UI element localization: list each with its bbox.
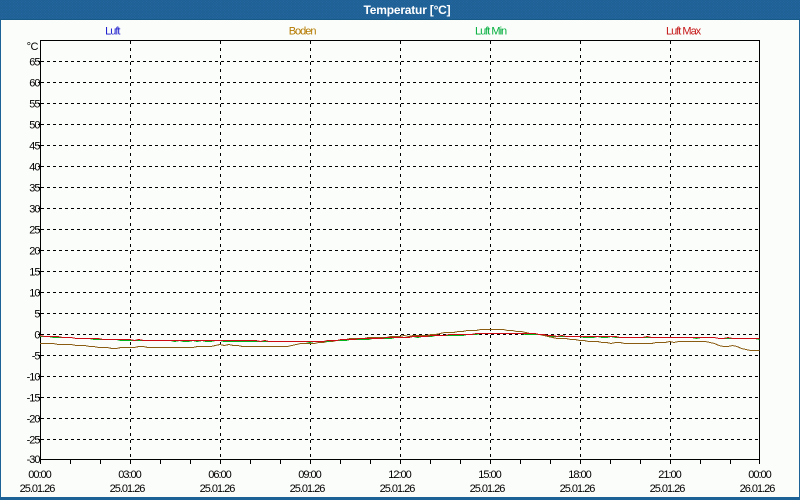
svg-text:65: 65	[29, 57, 40, 69]
svg-text:25.01.26: 25.01.26	[200, 483, 236, 495]
svg-text:°C: °C	[27, 41, 39, 53]
svg-text:25.01.26: 25.01.26	[20, 483, 56, 495]
svg-text:35: 35	[29, 183, 40, 195]
svg-text:25.01.26: 25.01.26	[290, 483, 326, 495]
svg-text:12:00: 12:00	[388, 469, 411, 481]
svg-text:-25: -25	[27, 435, 41, 447]
svg-text:15: 15	[29, 267, 40, 279]
svg-text:5: 5	[34, 309, 40, 321]
svg-text:09:00: 09:00	[298, 469, 321, 481]
svg-text:25: 25	[29, 225, 40, 237]
svg-text:Boden: Boden	[289, 26, 317, 38]
svg-text:0: 0	[34, 330, 40, 342]
svg-text:21:00: 21:00	[658, 469, 681, 481]
svg-text:03:00: 03:00	[118, 469, 141, 481]
svg-text:-5: -5	[32, 351, 41, 363]
svg-text:45: 45	[29, 141, 40, 153]
svg-text:25.01.26: 25.01.26	[560, 483, 596, 495]
svg-text:-10: -10	[27, 372, 41, 384]
svg-text:25.01.26: 25.01.26	[110, 483, 146, 495]
svg-text:20: 20	[29, 246, 40, 258]
svg-text:-20: -20	[27, 414, 41, 426]
svg-text:-30: -30	[27, 454, 41, 466]
svg-text:26.01.26: 26.01.26	[740, 483, 776, 495]
svg-text:00:00: 00:00	[28, 469, 51, 481]
svg-text:50: 50	[29, 120, 40, 132]
svg-text:15:00: 15:00	[478, 469, 501, 481]
svg-text:Luft: Luft	[105, 26, 120, 38]
svg-text:55: 55	[29, 99, 40, 111]
svg-text:25.01.26: 25.01.26	[380, 483, 416, 495]
svg-text:25.01.26: 25.01.26	[650, 483, 686, 495]
svg-text:06:00: 06:00	[208, 469, 231, 481]
svg-text:Luft Min: Luft Min	[475, 26, 507, 38]
svg-text:Luft Max: Luft Max	[666, 26, 702, 38]
svg-text:25.01.26: 25.01.26	[470, 483, 506, 495]
svg-text:18:00: 18:00	[568, 469, 591, 481]
svg-text:10: 10	[29, 288, 40, 300]
svg-text:-15: -15	[27, 393, 41, 405]
svg-text:60: 60	[29, 78, 40, 90]
svg-text:30: 30	[29, 204, 40, 216]
svg-text:40: 40	[29, 162, 40, 174]
svg-text:00:00: 00:00	[748, 469, 771, 481]
